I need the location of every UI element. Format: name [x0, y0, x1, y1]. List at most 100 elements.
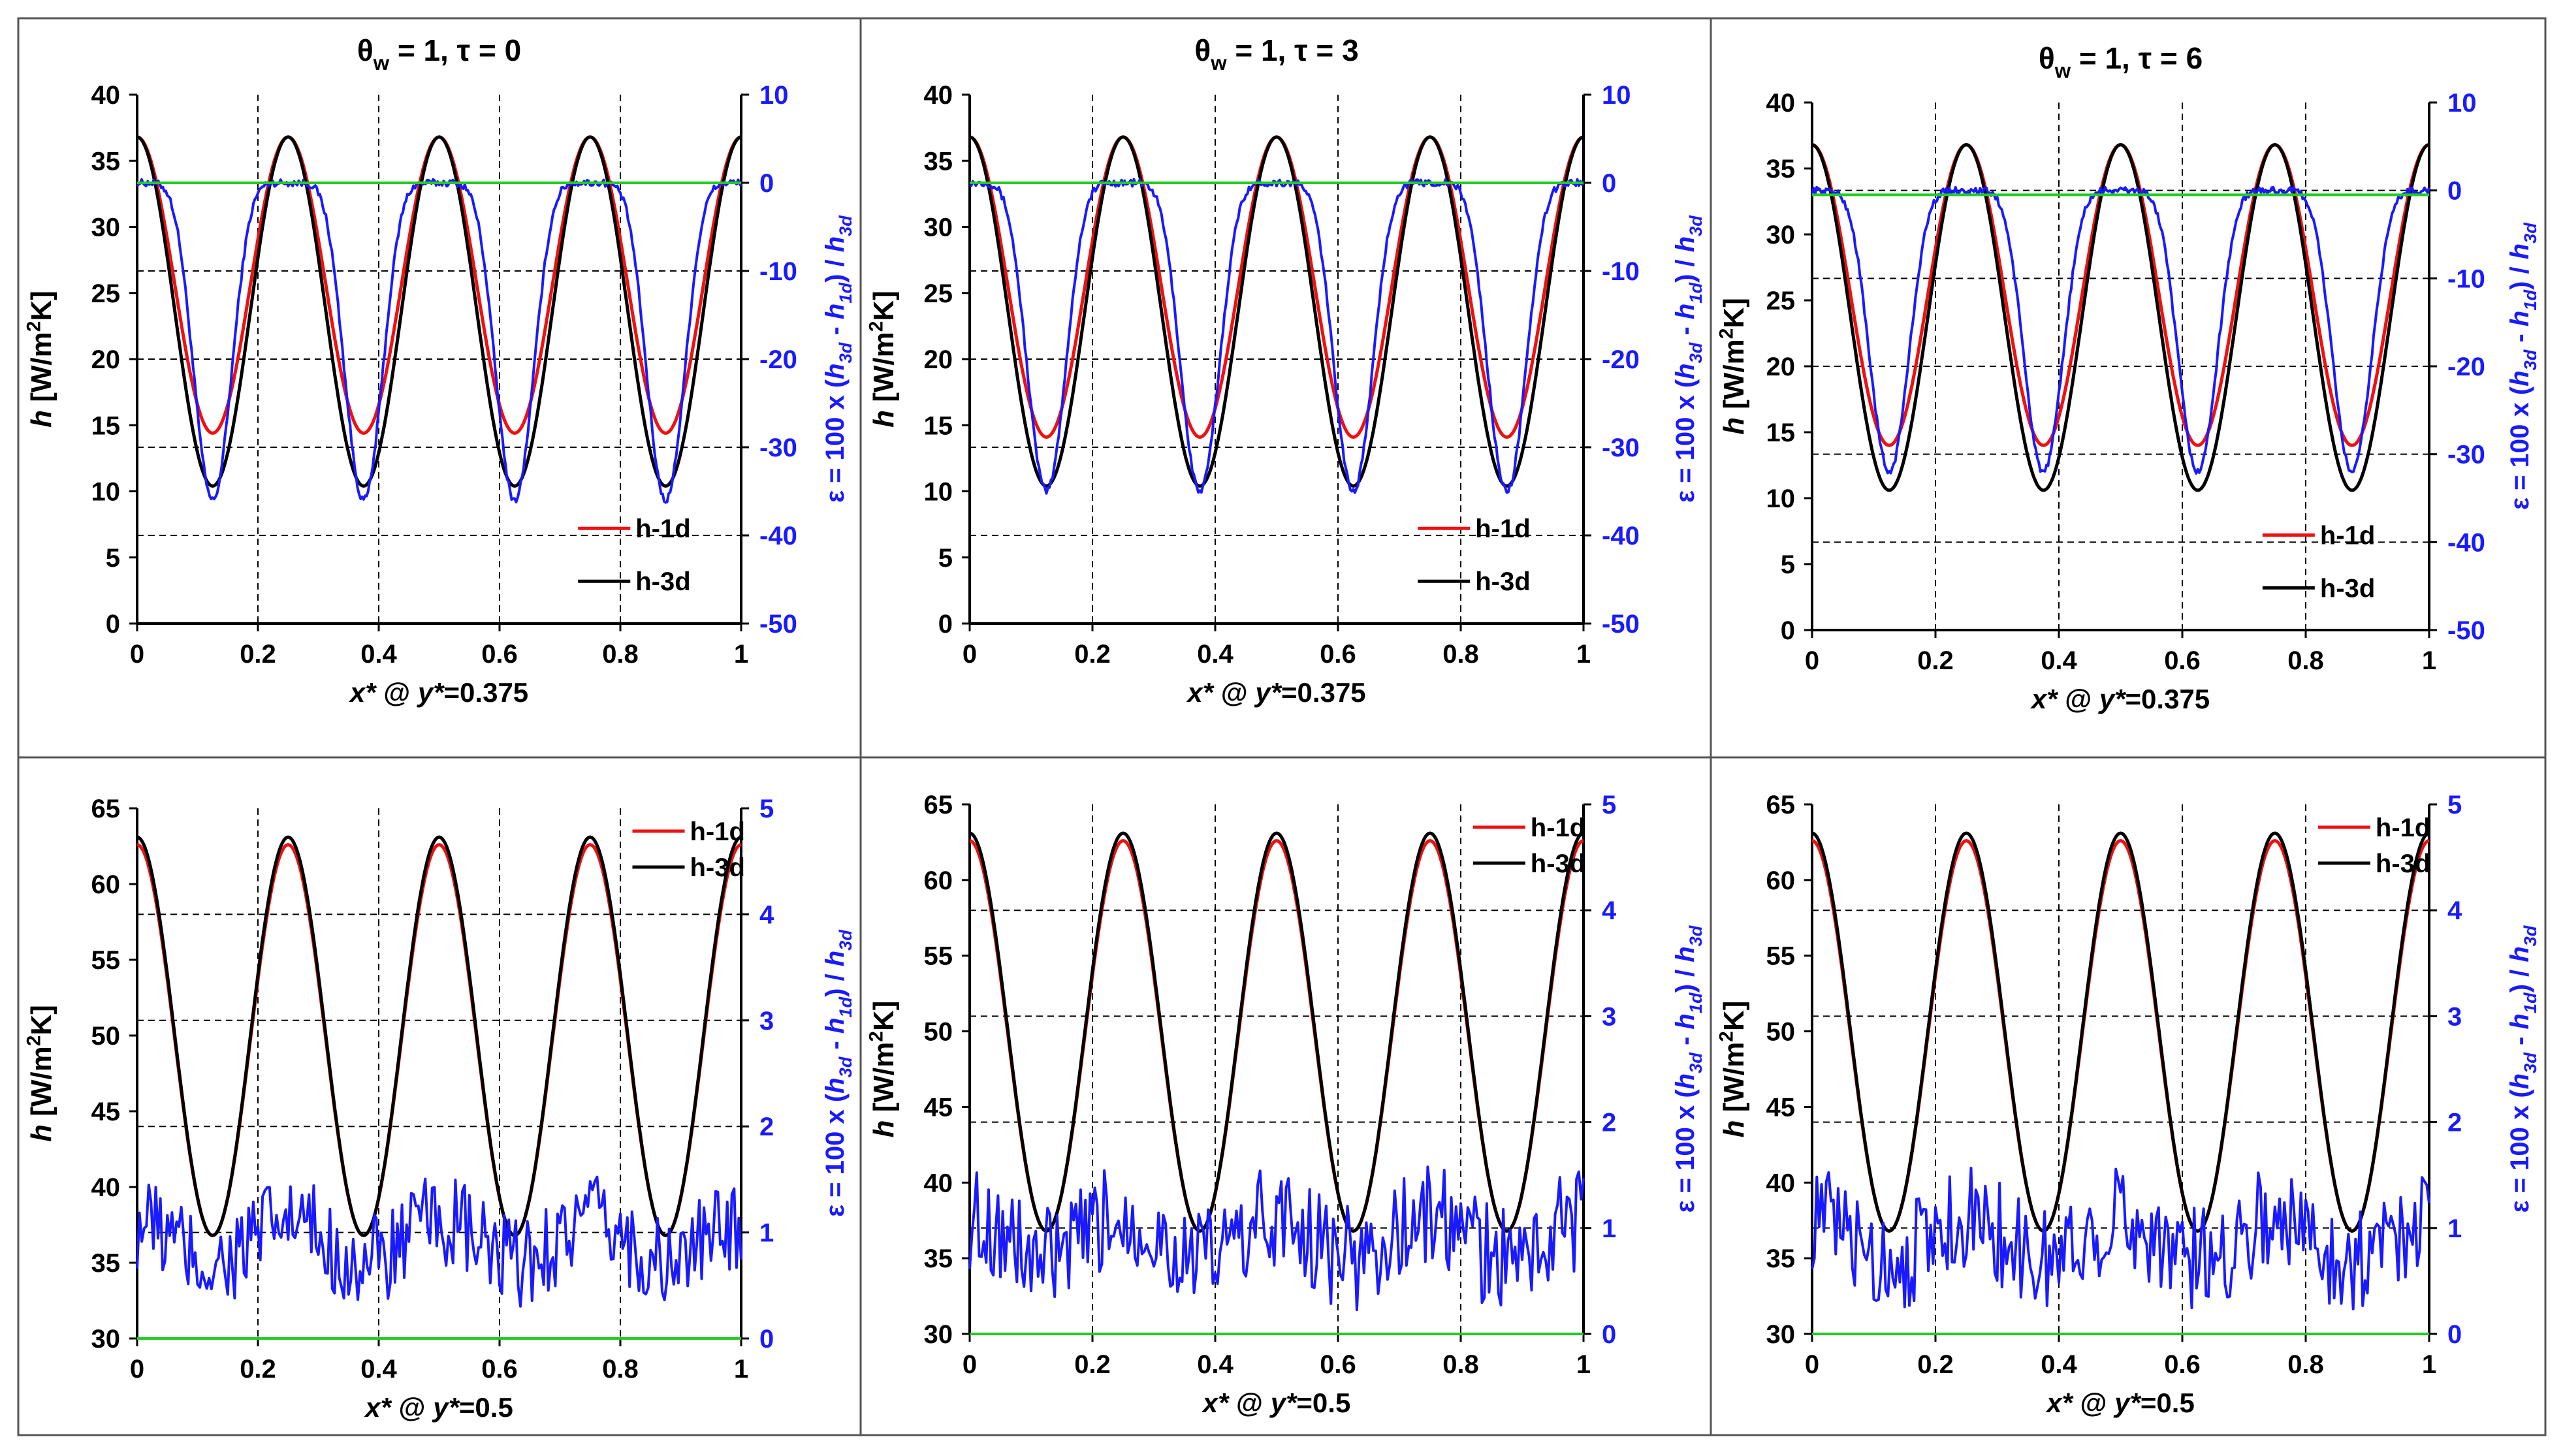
y2-tick-label: -10: [1602, 257, 1640, 286]
y2-tick-label: -20: [759, 345, 797, 374]
y-tick-label: 35: [1766, 155, 1796, 183]
y-tick-label: 30: [924, 214, 953, 242]
x-tick-label: 0: [130, 1355, 144, 1384]
gridlines: [137, 95, 741, 624]
legend: h-1d h-3d: [2317, 814, 2430, 878]
x-tick-label: 1: [2422, 646, 2436, 675]
x-tick-label: 0.4: [2041, 1350, 2077, 1379]
y2-tick-label: 0: [2447, 177, 2462, 206]
legend: h-1d h-3d: [632, 817, 745, 882]
y2-tick-label: -40: [2447, 528, 2485, 557]
legend-label: h-3d: [2376, 849, 2430, 878]
y-axis-label: h [W/m2K]: [23, 291, 57, 428]
y2-tick-label: -30: [2447, 441, 2485, 469]
legend: h-1d h-3d: [2262, 522, 2375, 603]
x-tick-label: 0.2: [240, 1355, 276, 1384]
y-tick-label: 35: [924, 147, 953, 176]
gridlines: [1812, 804, 2429, 1334]
x-tick-label: 0: [1805, 646, 1819, 675]
legend: h-1d h-3d: [1473, 814, 1585, 878]
y-tick-label: 20: [91, 345, 121, 374]
gridlines: [1812, 103, 2429, 630]
legend-label: h-1d: [1531, 814, 1585, 842]
x-tick-label: 0.4: [1197, 1350, 1234, 1379]
y2-tick-label: -50: [759, 610, 797, 639]
series-line-h-1d: [969, 839, 1584, 1233]
chart-title: θw = 1, τ = 6: [2039, 41, 2203, 82]
x-tick-label: 0.4: [360, 640, 397, 669]
series-line-h-1d: [136, 843, 742, 1237]
y-tick-label: 30: [1766, 1320, 1796, 1349]
series-line-h-1d: [1811, 839, 2430, 1233]
y-tick-label: 5: [1781, 550, 1795, 579]
x-tick-label: 0.6: [1320, 640, 1356, 669]
x-axis-label: x* @ y*=0.5: [364, 1392, 513, 1423]
series-line-h-3d: [969, 135, 1584, 488]
legend-label: h-1d: [2320, 522, 2375, 550]
legend-label: h-3d: [690, 853, 745, 882]
y2-tick-label: 1: [2447, 1214, 2462, 1243]
legend-label: h-3d: [2320, 574, 2375, 603]
y2-tick-label: 4: [759, 900, 774, 929]
x-axis-label: x* @ y*=0.375: [1186, 677, 1365, 708]
y2-tick-label: 10: [759, 81, 789, 110]
x-tick-label: 0.4: [360, 1355, 397, 1384]
y2-tick-label: -30: [759, 434, 797, 462]
y-tick-label: 5: [106, 544, 120, 573]
y2-tick-label: 4: [1602, 896, 1617, 925]
y-tick-label: 0: [1781, 616, 1795, 645]
series-line-h-3d: [1811, 143, 2430, 492]
y2-tick-label: -40: [1602, 522, 1640, 550]
y-axis-label: h [W/m2K]: [23, 1005, 57, 1142]
y-tick-label: 30: [91, 1325, 121, 1353]
y-tick-label: 0: [106, 610, 120, 639]
y-tick-label: 25: [91, 279, 121, 308]
y-tick-label: 25: [1766, 287, 1796, 315]
y2-tick-label: 1: [1602, 1214, 1616, 1243]
y-tick-label: 20: [1766, 353, 1796, 381]
y2-tick-label: 0: [2447, 1320, 2462, 1349]
x-tick-label: 0.6: [2164, 646, 2201, 675]
y-tick-label: 35: [1766, 1244, 1796, 1273]
y-tick-label: 5: [938, 544, 953, 573]
y2-tick-label: 2: [759, 1113, 774, 1141]
y2-tick-label: 2: [1602, 1109, 1616, 1137]
series-line-h-1d: [136, 135, 742, 435]
y2-axis-label: ε = 100 x (h3d - h1d) / h3d: [821, 215, 855, 503]
series-line-epsilon: [969, 178, 1585, 495]
y-tick-label: 40: [924, 81, 953, 110]
y-tick-label: 65: [924, 791, 953, 819]
y2-axis-label: ε = 100 x (h3d - h1d) / h3d: [1671, 925, 1706, 1212]
y2-tick-label: 10: [2447, 89, 2477, 118]
y-axis-label: h [W/m2K]: [865, 291, 900, 428]
legend: h-1d h-3d: [1418, 514, 1531, 596]
y2-tick-label: 2: [2447, 1109, 2462, 1137]
x-tick-label: 0.6: [2164, 1350, 2201, 1379]
y2-tick-label: -10: [2447, 264, 2485, 293]
x-tick-label: 0: [1805, 1350, 1819, 1379]
y-axis-label: h [W/m2K]: [865, 1001, 900, 1138]
series-line-h-3d: [1811, 831, 2430, 1233]
y-tick-label: 60: [1766, 866, 1796, 895]
series-line-epsilon: [968, 1165, 1585, 1312]
y2-axis-label: ε = 100 x (h3d - h1d) / h3d: [2506, 222, 2540, 510]
x-tick-label: 1: [2422, 1350, 2436, 1379]
y2-tick-label: 1: [759, 1219, 774, 1248]
y2-tick-label: -50: [1602, 610, 1640, 639]
y-tick-label: 40: [91, 81, 121, 110]
y-tick-label: 35: [91, 1249, 121, 1278]
x-tick-label: 0.8: [1442, 1350, 1479, 1379]
y2-tick-label: 4: [2447, 896, 2462, 925]
y-tick-label: 65: [91, 795, 121, 823]
legend-label: h-1d: [1475, 514, 1530, 543]
x-tick-label: 0.8: [602, 640, 639, 669]
chart-title: θw = 1, τ = 0: [357, 33, 521, 74]
y2-tick-label: 0: [1602, 169, 1616, 198]
y-tick-label: 15: [1766, 419, 1796, 447]
y-tick-label: 35: [924, 1244, 953, 1273]
y-tick-label: 65: [1766, 791, 1796, 819]
y-tick-label: 15: [91, 411, 121, 440]
x-tick-label: 1: [1576, 1350, 1591, 1379]
